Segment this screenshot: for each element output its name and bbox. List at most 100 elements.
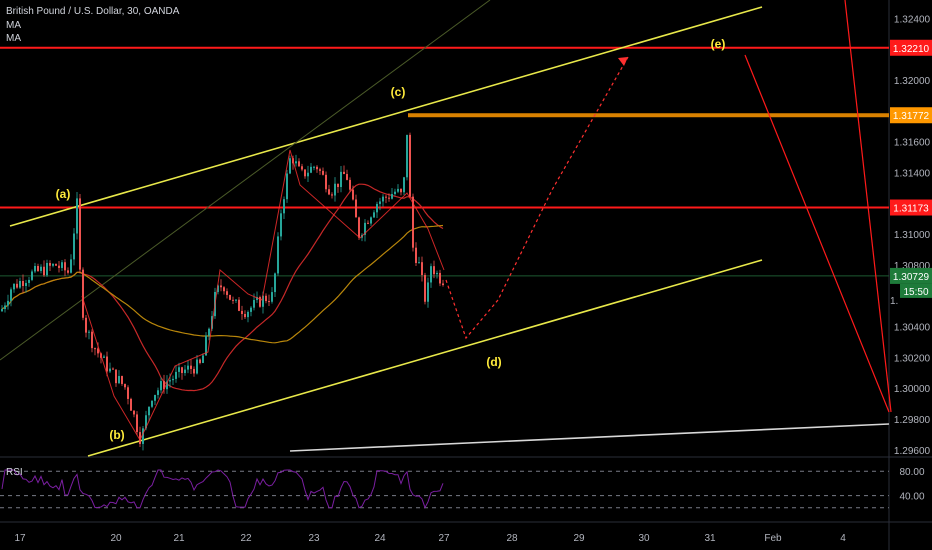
price-tag-box xyxy=(890,199,932,216)
candle-body xyxy=(172,378,174,381)
candle-body xyxy=(394,191,396,195)
candle-body xyxy=(385,196,387,198)
price-tick-label: 1.30800 xyxy=(894,261,931,272)
candle-body xyxy=(58,265,60,268)
price-tag-label: 1.31772 xyxy=(893,111,930,122)
wave-label: (d) xyxy=(486,355,501,369)
candle-body xyxy=(271,292,273,302)
candle-body xyxy=(439,272,441,284)
candle-body xyxy=(322,170,324,175)
time-tick-label: 22 xyxy=(240,533,252,544)
candle-body xyxy=(88,331,90,333)
candle-body xyxy=(442,283,444,286)
candle-body xyxy=(97,348,99,354)
candle-body xyxy=(337,183,339,188)
candle-body xyxy=(52,263,54,266)
candle-body xyxy=(382,196,384,202)
price-tag-box xyxy=(890,107,932,124)
candle-body xyxy=(244,313,246,318)
time-tick-label: 24 xyxy=(374,533,386,544)
candle-body xyxy=(49,262,51,266)
price-axis: 1.32400 1.32000 1.31600 1.31400 1.31000 1.308… xyxy=(890,14,932,457)
candle-body xyxy=(184,369,186,374)
candle-body xyxy=(112,368,114,370)
rsi-pane: 80.00 40.00 xyxy=(0,467,925,509)
candle-body xyxy=(358,217,360,238)
candle-body xyxy=(157,390,159,395)
candle-body xyxy=(76,198,78,234)
candle-body xyxy=(217,285,219,292)
price-tag-label: 1.32210 xyxy=(893,44,930,55)
candle-body xyxy=(16,283,18,288)
candle-body xyxy=(163,381,165,390)
rsi-label: RSI xyxy=(6,467,23,478)
candle-body xyxy=(412,196,414,248)
candle-body xyxy=(301,166,303,170)
level-zone-31772 xyxy=(408,113,889,118)
candle-body xyxy=(220,285,222,288)
candle-body xyxy=(367,222,369,224)
projection-line-right xyxy=(844,0,892,413)
candle-body xyxy=(424,275,426,302)
candle-body xyxy=(85,317,87,333)
channel-lines xyxy=(0,0,892,457)
candle-body xyxy=(181,367,183,374)
price-tag-label: 1.31173 xyxy=(893,204,929,215)
candle-body xyxy=(142,428,144,444)
candle-body xyxy=(430,266,432,283)
candlestick-series xyxy=(1,132,444,451)
wave-label: (e) xyxy=(711,37,726,51)
candle-body xyxy=(61,262,63,268)
candle-body xyxy=(124,383,126,388)
candle-body xyxy=(340,171,342,188)
horizontal-levels xyxy=(0,46,889,277)
candle-body xyxy=(121,376,123,384)
time-tick-label: 23 xyxy=(308,533,320,544)
time-tick-label: 28 xyxy=(506,533,518,544)
candle-body xyxy=(118,376,120,384)
price-tick-label: 1.29600 xyxy=(894,446,931,457)
candle-body xyxy=(193,368,195,374)
candle-body xyxy=(283,199,285,214)
candle-body xyxy=(388,197,390,199)
candle-body xyxy=(400,188,402,193)
candle-body xyxy=(325,174,327,190)
candle-body xyxy=(379,201,381,204)
candle-body xyxy=(265,295,267,302)
candle-body xyxy=(67,270,69,273)
candle-body xyxy=(169,380,171,382)
time-tick-label: 21 xyxy=(173,533,185,544)
price-tick-label: 1.32000 xyxy=(894,76,931,87)
candle-body xyxy=(307,172,309,177)
candle-body xyxy=(253,300,255,308)
candle-body xyxy=(226,291,228,295)
candle-body xyxy=(205,335,207,356)
price-tick-label: 1.32400 xyxy=(894,14,931,25)
candle-body xyxy=(295,161,297,164)
candle-body xyxy=(259,297,261,307)
candle-body xyxy=(127,387,129,399)
time-tick-label: 20 xyxy=(110,533,122,544)
wave-label: (a) xyxy=(56,187,71,201)
candle-body xyxy=(343,171,345,175)
candle-body xyxy=(229,294,231,300)
time-tick-label: 30 xyxy=(638,533,650,544)
channel-lower-line xyxy=(87,259,763,457)
time-tick-label: 27 xyxy=(438,533,450,544)
candle-body xyxy=(190,365,192,369)
candle-body xyxy=(91,331,93,349)
time-axis: 17 20 21 22 23 24 27 28 29 30 31 Feb 4 xyxy=(14,533,846,544)
ma-label-2: MA xyxy=(6,33,21,44)
moving-averages xyxy=(1,183,444,392)
support-line-white xyxy=(289,423,890,452)
candle-body xyxy=(109,368,111,372)
candle-body xyxy=(370,217,372,224)
candle-body xyxy=(352,189,354,200)
candle-body xyxy=(13,283,15,290)
wave-drawings xyxy=(81,56,629,442)
time-tick-label: 31 xyxy=(704,533,716,544)
channel-upper-line xyxy=(9,6,763,227)
price-tag-label: 1.30729 xyxy=(893,272,930,283)
candle-body xyxy=(298,161,300,167)
